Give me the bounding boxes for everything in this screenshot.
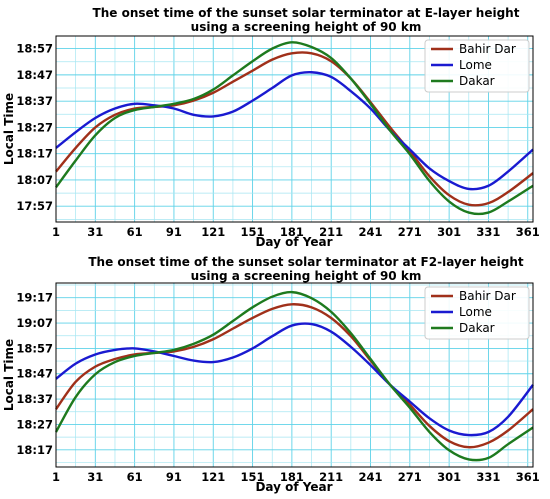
legend-label: Lome bbox=[459, 58, 492, 72]
chart-subtitle: using a screening height of 90 km bbox=[191, 20, 422, 34]
chart-f2-layer: The onset time of the sunset solar termi… bbox=[2, 255, 540, 494]
x-tick-label: 271 bbox=[398, 225, 422, 239]
legend: Bahir Dar Lome Dakar bbox=[424, 286, 530, 340]
x-tick-label: 361 bbox=[516, 470, 540, 484]
chart-title: The onset time of the sunset solar termi… bbox=[93, 6, 520, 20]
y-tick-label: 18:57 bbox=[16, 42, 53, 56]
chart-e-layer: The onset time of the sunset solar termi… bbox=[2, 6, 540, 249]
plot-frame bbox=[55, 35, 534, 223]
y-tick-label: 18:17 bbox=[16, 147, 53, 161]
legend-label: Lome bbox=[459, 305, 492, 319]
x-tick-label: 91 bbox=[166, 225, 182, 239]
x-tick-label: 61 bbox=[127, 470, 143, 484]
y-tick-label: 17:57 bbox=[16, 199, 53, 213]
x-tick-label: 211 bbox=[319, 470, 343, 484]
legend-box bbox=[424, 39, 530, 93]
x-tick-label: 211 bbox=[319, 225, 343, 239]
y-tick-label: 18:37 bbox=[16, 94, 53, 108]
x-tick-label: 331 bbox=[476, 470, 500, 484]
chart-subtitle: using a screening height of 90 km bbox=[191, 269, 422, 283]
legend-box bbox=[424, 286, 530, 340]
x-tick-label: 91 bbox=[166, 470, 182, 484]
series-line-bahir-dar bbox=[55, 303, 534, 449]
x-tick-label: 241 bbox=[358, 225, 382, 239]
x-tick-label: 271 bbox=[398, 470, 422, 484]
x-tick-label: 301 bbox=[437, 225, 461, 239]
chart-title: The onset time of the sunset solar termi… bbox=[88, 255, 524, 269]
series-line-dakar bbox=[55, 41, 534, 216]
x-tick-label: 331 bbox=[476, 225, 500, 239]
y-axis-label: Local Time bbox=[2, 93, 16, 165]
y-axis-label: Local Time bbox=[2, 339, 16, 411]
series-line-lome bbox=[55, 322, 534, 437]
y-tick-label: 19:07 bbox=[16, 316, 53, 330]
x-tick-label: 181 bbox=[280, 470, 304, 484]
y-tick-label: 18:27 bbox=[16, 120, 53, 134]
series-line-dakar bbox=[54, 290, 534, 462]
series-line-lome bbox=[55, 71, 534, 191]
x-tick-label: 301 bbox=[437, 470, 461, 484]
y-tick-label: 18:57 bbox=[16, 341, 53, 355]
y-tick-label: 19:17 bbox=[16, 291, 53, 305]
x-tick-label: 1 bbox=[52, 470, 60, 484]
x-tick-label: 151 bbox=[241, 225, 265, 239]
y-tick-label: 18:47 bbox=[16, 367, 53, 381]
x-tick-label: 31 bbox=[87, 470, 103, 484]
x-tick-label: 361 bbox=[516, 225, 540, 239]
legend-label: Dakar bbox=[459, 321, 495, 335]
x-tick-label: 121 bbox=[201, 470, 225, 484]
x-axis-label: Day of Year bbox=[255, 235, 332, 249]
x-tick-label: 241 bbox=[358, 470, 382, 484]
x-tick-label: 121 bbox=[201, 225, 225, 239]
legend-label: Bahir Dar bbox=[459, 289, 516, 303]
plot-frame bbox=[55, 282, 534, 468]
x-tick-label: 151 bbox=[241, 470, 265, 484]
x-axis-label: Day of Year bbox=[255, 480, 332, 494]
y-tick-label: 18:47 bbox=[16, 68, 53, 82]
y-tick-label: 18:37 bbox=[16, 392, 53, 406]
legend-label: Dakar bbox=[459, 74, 495, 88]
series-line-bahir-dar bbox=[55, 51, 534, 207]
x-tick-label: 1 bbox=[52, 225, 60, 239]
legend-label: Bahir Dar bbox=[459, 42, 516, 56]
x-tick-label: 31 bbox=[87, 225, 103, 239]
y-tick-label: 18:07 bbox=[16, 173, 53, 187]
y-tick-label: 18:27 bbox=[16, 417, 53, 431]
x-tick-label: 181 bbox=[280, 225, 304, 239]
y-tick-label: 18:17 bbox=[16, 443, 53, 457]
x-tick-label: 61 bbox=[127, 225, 143, 239]
legend: Bahir Dar Lome Dakar bbox=[424, 39, 530, 93]
